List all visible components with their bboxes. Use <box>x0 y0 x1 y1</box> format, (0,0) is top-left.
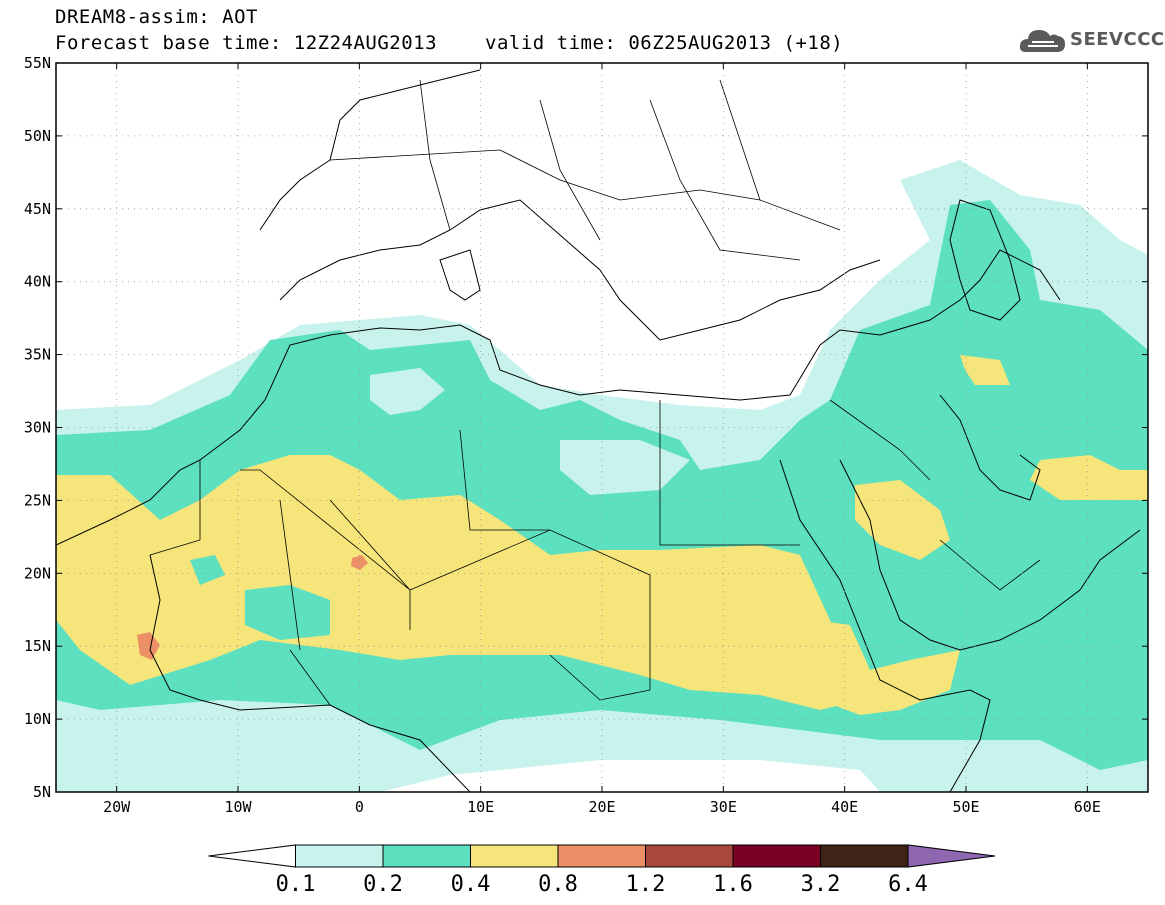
coastlines <box>56 69 1141 792</box>
lon-tick-label: 20E <box>588 798 615 816</box>
colorbar-label: 3.2 <box>801 872 841 897</box>
graticule <box>56 63 1148 792</box>
lat-tick-label: 5N <box>33 783 51 801</box>
cloud-icon <box>1019 30 1065 52</box>
lat-tick-label: 50N <box>24 127 51 145</box>
lon-tick-label: 10E <box>467 798 494 816</box>
lat-tick-label: 10N <box>24 710 51 728</box>
lat-tick-label: 55N <box>24 54 51 72</box>
colorbar-label: 1.6 <box>713 872 753 897</box>
lon-tick-label: 50E <box>952 798 979 816</box>
map-subtitle: Forecast base time: 12Z24AUG2013 valid ti… <box>55 32 843 54</box>
map-title: DREAM8-assim: AOT <box>55 6 258 28</box>
colorbar-arrow-low <box>208 844 296 868</box>
lon-tick-label: 0 <box>355 798 364 816</box>
map-area <box>56 63 1148 792</box>
lon-tick-label: 60E <box>1074 798 1101 816</box>
lat-tick-label: 35N <box>24 346 51 364</box>
colorbar-swatch <box>470 844 559 868</box>
lat-tick-label: 45N <box>24 200 51 218</box>
colorbar-swatch <box>295 844 384 868</box>
lon-tick-label: 40E <box>831 798 858 816</box>
colorbar-label: 0.1 <box>276 872 316 897</box>
lon-tick-label: 10W <box>224 798 252 816</box>
aot-band-0.4-arabia <box>855 355 1148 560</box>
forecast-base-time: Forecast base time: 12Z24AUG2013 <box>55 32 438 54</box>
logo-text: SEEVCCC <box>1070 29 1165 50</box>
colorbar-arrow-high <box>907 844 996 868</box>
seevccc-logo: SEEVCCC <box>1018 24 1164 56</box>
colorbar-swatch <box>732 844 821 868</box>
aot-band-0.4-sahara <box>56 455 860 710</box>
aot-band-0.2-islands <box>190 555 330 640</box>
valid-time: valid time: 06Z25AUG2013 (+18) <box>485 32 844 54</box>
borders <box>149 79 1041 706</box>
colorbar-swatch <box>382 844 471 868</box>
lat-tick-label: 20N <box>24 564 51 582</box>
colorbar-label: 0.8 <box>538 872 578 897</box>
colorbar-swatch <box>645 844 734 868</box>
colorbar-label: 1.2 <box>626 872 666 897</box>
colorbar-label: 6.4 <box>888 872 928 897</box>
aot-band-0.4-red-sea <box>815 620 960 715</box>
colorbar-label: 0.2 <box>363 872 403 897</box>
lon-tick-label: 20W <box>103 798 131 816</box>
aot-contours <box>56 160 1148 792</box>
lat-tick-label: 40N <box>24 273 51 291</box>
axis-ticks: 20W 10W 0 10E 20E 30E 40E 50E 60E 55N 50N 45N 40N 35N… <box>24 54 1148 816</box>
colorbar: 0.1 0.2 0.4 0.8 1.2 1.6 3.2 6.4 <box>208 844 996 897</box>
aot-band-0.1-north-africa <box>370 368 690 495</box>
colorbar-swatch <box>820 844 909 868</box>
colorbar-swatch <box>557 844 646 868</box>
lat-tick-label: 15N <box>24 637 51 655</box>
lat-tick-label: 30N <box>24 419 51 437</box>
lon-tick-label: 30E <box>710 798 737 816</box>
colorbar-label: 0.4 <box>451 872 491 897</box>
lat-tick-label: 25N <box>24 491 51 509</box>
